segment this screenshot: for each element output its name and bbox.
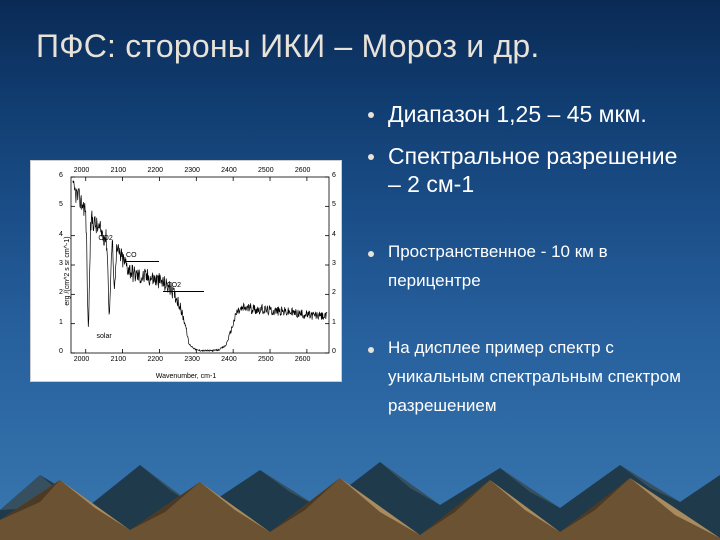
x-tick-top: 2300 <box>184 167 200 174</box>
bullet-text: На дисплее пример спектр с уникальным сп… <box>388 334 686 421</box>
bullet-item: Спектральное разрешение – 2 см-1 <box>368 142 686 198</box>
y-axis-label: erg /(cm^2 s sr cm^-1) <box>64 236 71 305</box>
y-tick: 4 <box>59 231 63 238</box>
bullet-text: Диапазон 1,25 – 45 мкм. <box>388 100 647 128</box>
bullet-item: Пространственное - 10 км в перицентре <box>368 238 686 296</box>
annotation-label: CO2 <box>167 282 181 289</box>
mountain-svg <box>0 420 720 540</box>
slide: ПФС: стороны ИКИ – Мороз и др. erg /(cm^… <box>0 0 720 540</box>
bullet-dot-icon <box>368 112 374 118</box>
annotation-bar-icon <box>126 261 159 262</box>
y-tick-right: 6 <box>332 172 336 179</box>
bullet-item: На дисплее пример спектр с уникальным сп… <box>368 334 686 421</box>
x-tick: 2400 <box>221 356 237 363</box>
slide-title: ПФС: стороны ИКИ – Мороз и др. <box>36 28 684 65</box>
spectrum-chart: erg /(cm^2 s sr cm^-1) Wavenumber, cm-1 … <box>30 160 342 382</box>
x-tick: 2300 <box>184 356 200 363</box>
bullet-gap <box>368 212 686 238</box>
chart-inner: erg /(cm^2 s sr cm^-1) Wavenumber, cm-1 … <box>31 161 341 381</box>
chart-annotation: CO <box>126 252 159 262</box>
annotation-label: CO2 <box>98 235 112 242</box>
y-tick: 0 <box>59 348 63 355</box>
x-tick: 2000 <box>74 356 90 363</box>
annotation-label: CO <box>126 252 137 259</box>
bullet-gap <box>368 308 686 334</box>
bullet-item: Диапазон 1,25 – 45 мкм. <box>368 100 686 128</box>
y-tick-right: 0 <box>332 348 336 355</box>
chart-annotation: CO2 <box>98 235 112 242</box>
y-tick-right: 4 <box>332 231 336 238</box>
y-tick-right: 2 <box>332 289 336 296</box>
chart-svg <box>31 161 341 381</box>
y-tick-right: 3 <box>332 260 336 267</box>
y-tick: 5 <box>59 201 63 208</box>
y-tick: 1 <box>59 319 63 326</box>
y-tick: 3 <box>59 260 63 267</box>
bullet-list: Диапазон 1,25 – 45 мкм. Спектральное разр… <box>368 100 686 433</box>
x-axis-label: Wavenumber, cm-1 <box>31 373 341 380</box>
bullet-text: Спектральное разрешение – 2 см-1 <box>388 142 686 198</box>
x-tick-top: 2400 <box>221 167 237 174</box>
mountain-decoration <box>0 420 720 540</box>
x-tick: 2200 <box>147 356 163 363</box>
bullet-dot-icon <box>368 347 374 353</box>
x-tick: 2500 <box>258 356 274 363</box>
y-tick-right: 5 <box>332 201 336 208</box>
bullet-text: Пространственное - 10 км в перицентре <box>388 238 686 296</box>
y-tick: 6 <box>59 172 63 179</box>
chart-annotation: solar <box>97 333 112 340</box>
bullet-dot-icon <box>368 154 374 160</box>
x-tick-top: 2100 <box>111 167 127 174</box>
x-tick-top: 2500 <box>258 167 274 174</box>
x-tick-top: 2000 <box>74 167 90 174</box>
chart-annotation: CO2 <box>167 282 204 292</box>
bullet-dot-icon <box>368 251 374 257</box>
x-tick: 2600 <box>295 356 311 363</box>
x-tick: 2100 <box>111 356 127 363</box>
annotation-bar-icon <box>163 291 204 292</box>
x-tick-top: 2200 <box>147 167 163 174</box>
annotation-label: solar <box>97 333 112 340</box>
y-tick-right: 1 <box>332 319 336 326</box>
y-tick: 2 <box>59 289 63 296</box>
x-tick-top: 2600 <box>295 167 311 174</box>
